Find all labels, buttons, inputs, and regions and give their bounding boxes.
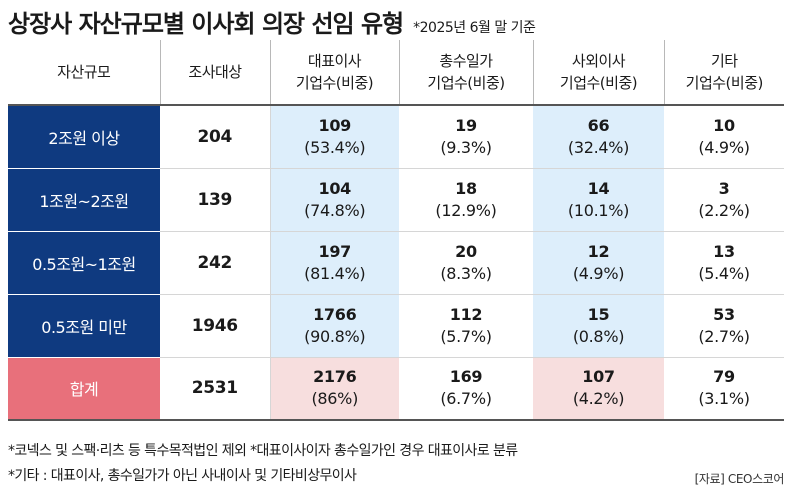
other-value: 10 — [713, 115, 735, 135]
owner-cell: 19 (9.3%) — [399, 105, 533, 169]
footnote-other-definition: *기타 : 대표이사, 총수일가가 아닌 사내이사 및 기타비상무이사 — [8, 468, 357, 484]
total-ceo-value: 2176 — [313, 367, 357, 387]
board-chair-table: 자산규모 조사대상 대표이사 기업수(비중) 총수일가 기업수(비중) 사외이사… — [8, 40, 784, 421]
row-label: 1조원~2조원 — [8, 168, 160, 232]
row-count: 204 — [160, 105, 271, 169]
header-other-line1: 기타 — [710, 52, 738, 70]
owner-cell: 18 (12.9%) — [399, 168, 533, 232]
ceo-share: (53.4%) — [304, 137, 366, 157]
header-owner: 총수일가 기업수(비중) — [399, 40, 534, 106]
outside-cell: 12 (4.9%) — [533, 231, 664, 295]
ceo-value: 1766 — [313, 304, 357, 324]
outside-share: (10.1%) — [567, 200, 630, 220]
other-cell: 3 (2.2%) — [664, 168, 784, 232]
table-row: 0.5조원 미만 1946 1766 (90.8%) 112 (5.7%) 15… — [8, 294, 784, 358]
ceo-value: 197 — [318, 241, 352, 261]
row-count: 139 — [160, 168, 271, 232]
other-value: 3 — [718, 178, 730, 198]
total-owner-share: (6.7%) — [440, 389, 492, 409]
row-label: 2조원 이상 — [8, 105, 160, 169]
outside-cell: 66 (32.4%) — [533, 105, 664, 169]
outside-value: 14 — [587, 178, 610, 198]
ceo-cell: 104 (74.8%) — [270, 168, 399, 232]
ceo-value: 104 — [318, 178, 352, 198]
owner-value: 112 — [449, 304, 483, 324]
header-ceo-line1: 대표이사 — [307, 52, 362, 70]
ceo-share: (81.4%) — [304, 263, 366, 283]
table-row: 2조원 이상 204 109 (53.4%) 19 (9.3%) 66 (32.… — [8, 105, 784, 169]
total-outside-share: (4.2%) — [572, 389, 625, 409]
outside-cell: 15 (0.8%) — [533, 294, 664, 358]
ceo-share: (74.8%) — [304, 200, 366, 220]
total-outside-cell: 107 (4.2%) — [533, 357, 664, 421]
footnote-exclusions: *코넥스 및 스팩·리츠 등 특수목적법인 제외 *대표이사이자 총수일가인 경… — [8, 443, 518, 459]
total-outside-value: 107 — [582, 367, 615, 387]
other-share: (2.2%) — [698, 200, 750, 220]
owner-cell: 20 (8.3%) — [399, 231, 533, 295]
header-asset-size: 자산규모 — [8, 40, 161, 106]
total-other-value: 79 — [713, 367, 735, 387]
title-row: 상장사 자산규모별 이사회 의장 선임 유형 *2025년 6월 말 기준 — [8, 4, 536, 38]
other-share: (2.7%) — [698, 326, 750, 346]
row-count: 1946 — [160, 294, 271, 358]
total-ceo-share: (86%) — [311, 389, 359, 409]
row-label: 0.5조원~1조원 — [8, 231, 160, 295]
row-count: 242 — [160, 231, 271, 295]
header-other: 기타 기업수(비중) — [664, 40, 784, 106]
total-label: 합계 — [8, 357, 160, 421]
outside-value: 15 — [587, 304, 610, 324]
other-cell: 13 (5.4%) — [664, 231, 784, 295]
owner-share: (12.9%) — [435, 200, 497, 220]
header-ceo-line2: 기업수(비중) — [295, 74, 374, 92]
header-other-line2: 기업수(비중) — [685, 74, 764, 92]
total-ceo-cell: 2176 (86%) — [270, 357, 399, 421]
total-row: 합계 2531 2176 (86%) 169 (6.7%) 107 (4.2%)… — [8, 357, 784, 421]
source-credit: [자료] CEO스코어 — [694, 472, 785, 486]
other-share: (5.4%) — [698, 263, 750, 283]
ceo-cell: 197 (81.4%) — [270, 231, 399, 295]
ceo-cell: 1766 (90.8%) — [270, 294, 399, 358]
header-owner-line2: 기업수(비중) — [427, 74, 505, 92]
outside-cell: 14 (10.1%) — [533, 168, 664, 232]
owner-share: (9.3%) — [440, 137, 492, 157]
total-count: 2531 — [160, 357, 271, 421]
outside-value: 66 — [587, 115, 610, 135]
owner-share: (8.3%) — [440, 263, 492, 283]
owner-value: 20 — [455, 241, 477, 261]
ceo-share: (90.8%) — [304, 326, 366, 346]
other-cell: 53 (2.7%) — [664, 294, 784, 358]
total-owner-cell: 169 (6.7%) — [399, 357, 533, 421]
table-row: 0.5조원~1조원 242 197 (81.4%) 20 (8.3%) 12 (… — [8, 231, 784, 295]
other-value: 13 — [713, 241, 735, 261]
header-outside-line1: 사외이사 — [571, 52, 626, 70]
header-owner-line1: 총수일가 — [439, 52, 493, 70]
other-value: 53 — [713, 304, 735, 324]
header-ceo: 대표이사 기업수(비중) — [270, 40, 400, 106]
owner-value: 18 — [455, 178, 477, 198]
outside-share: (32.4%) — [567, 137, 630, 157]
header-outside-line2: 기업수(비중) — [559, 74, 638, 92]
total-owner-value: 169 — [449, 367, 483, 387]
outside-share: (4.9%) — [572, 263, 625, 283]
other-share: (4.9%) — [698, 137, 750, 157]
total-other-share: (3.1%) — [698, 389, 750, 409]
table-row: 1조원~2조원 139 104 (74.8%) 18 (12.9%) 14 (1… — [8, 168, 784, 232]
outside-share: (0.8%) — [572, 326, 625, 346]
total-other-cell: 79 (3.1%) — [664, 357, 784, 421]
header-surveyed: 조사대상 — [160, 40, 271, 106]
ceo-cell: 109 (53.4%) — [270, 105, 399, 169]
date-note: *2025년 6월 말 기준 — [413, 20, 536, 36]
row-label: 0.5조원 미만 — [8, 294, 160, 358]
outside-value: 12 — [587, 241, 610, 261]
header-outside: 사외이사 기업수(비중) — [533, 40, 665, 106]
ceo-value: 109 — [318, 115, 352, 135]
owner-cell: 112 (5.7%) — [399, 294, 533, 358]
page-title: 상장사 자산규모별 이사회 의장 선임 유형 — [8, 10, 404, 38]
owner-value: 19 — [455, 115, 477, 135]
header-row: 자산규모 조사대상 대표이사 기업수(비중) 총수일가 기업수(비중) 사외이사… — [8, 40, 784, 106]
owner-share: (5.7%) — [440, 326, 492, 346]
other-cell: 10 (4.9%) — [664, 105, 784, 169]
